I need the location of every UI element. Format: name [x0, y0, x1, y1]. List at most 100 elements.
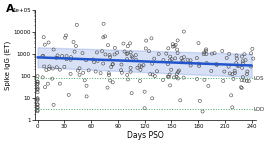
Point [198, 100, 202, 102]
Point [87, 69, 91, 72]
Point [214, 63, 219, 65]
Point [126, 45, 130, 47]
Point [35, 88, 40, 90]
Point [237, 65, 241, 67]
Point [196, 42, 201, 44]
Point [195, 57, 199, 59]
Point [121, 42, 126, 45]
Point [138, 80, 142, 82]
Point [51, 104, 56, 106]
Point [177, 69, 181, 72]
Point [206, 85, 211, 87]
Point [228, 72, 232, 75]
Point [168, 84, 172, 87]
Point [35, 103, 40, 105]
Point [204, 62, 209, 64]
Text: LOD: LOD [253, 107, 265, 112]
Point [94, 70, 98, 73]
Text: A: A [6, 4, 15, 14]
Point [60, 55, 64, 57]
Point [35, 80, 40, 83]
Point [164, 52, 168, 55]
Point [35, 98, 40, 100]
Point [222, 70, 226, 73]
Point [35, 109, 40, 111]
Point [182, 56, 186, 58]
Point [69, 56, 73, 58]
Point [40, 55, 45, 57]
Point [161, 79, 165, 81]
Point [142, 107, 147, 109]
Point [234, 54, 239, 57]
Point [106, 44, 110, 46]
Point [58, 83, 62, 85]
Point [242, 79, 246, 82]
Point [51, 67, 55, 70]
Point [166, 63, 170, 65]
Point [42, 65, 46, 68]
Point [35, 83, 40, 85]
Point [84, 95, 89, 98]
Point [167, 73, 172, 76]
Point [169, 58, 174, 60]
Point [175, 52, 180, 54]
Point [35, 107, 40, 109]
Point [166, 75, 170, 78]
Point [240, 55, 244, 58]
Point [153, 75, 157, 77]
Point [55, 54, 60, 57]
Point [108, 56, 112, 58]
Point [245, 80, 249, 82]
Point [174, 44, 178, 46]
Point [103, 35, 107, 38]
Point [178, 99, 182, 102]
Point [41, 36, 46, 38]
Point [63, 37, 67, 39]
Point [176, 77, 180, 80]
Point [47, 41, 51, 44]
Point [134, 59, 138, 61]
Point [47, 68, 51, 70]
Point [240, 67, 244, 69]
Point [168, 59, 172, 62]
Point [202, 79, 207, 81]
Point [249, 65, 253, 68]
Point [204, 53, 208, 55]
Point [189, 64, 193, 67]
Point [84, 59, 88, 61]
Point [241, 76, 245, 78]
Point [227, 53, 231, 55]
Point [83, 79, 87, 82]
Point [157, 53, 161, 55]
Point [251, 57, 256, 60]
Point [55, 66, 59, 68]
Point [204, 50, 208, 52]
Point [130, 56, 135, 59]
Point [239, 86, 243, 88]
Point [109, 66, 114, 68]
Point [111, 63, 115, 65]
Point [119, 63, 123, 66]
Point [213, 52, 217, 54]
Point [241, 62, 245, 65]
Point [202, 51, 206, 54]
Point [179, 61, 183, 63]
Point [62, 66, 66, 68]
Y-axis label: Spike IgG (ET): Spike IgG (ET) [4, 40, 11, 90]
Point [169, 69, 173, 71]
Point [107, 74, 111, 76]
Point [92, 61, 96, 63]
Point [230, 73, 235, 75]
Point [135, 67, 140, 69]
Point [150, 62, 154, 65]
Point [107, 54, 112, 56]
Point [75, 24, 79, 26]
Point [76, 69, 80, 72]
Point [173, 57, 177, 59]
Point [220, 50, 224, 52]
Point [71, 41, 76, 43]
Point [43, 86, 47, 88]
Point [77, 67, 82, 69]
Point [128, 71, 133, 73]
Point [232, 70, 237, 72]
